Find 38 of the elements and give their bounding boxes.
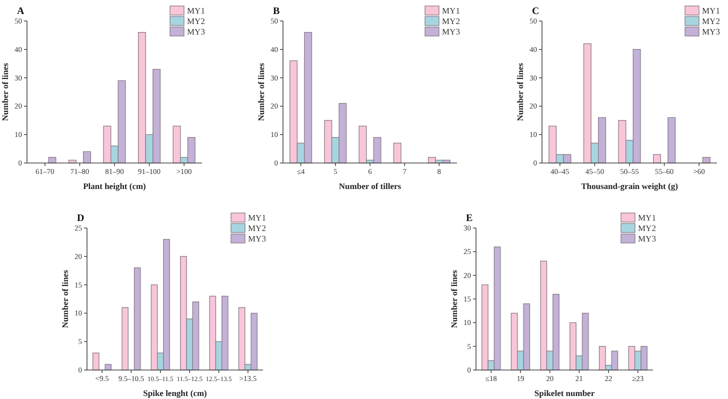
bar [134,267,141,370]
bar [652,154,661,164]
bar [393,142,402,164]
y-axis-title: Number of lines [60,269,70,328]
chart-title: B [273,6,280,17]
x-axis-title: Spikelet number [534,388,595,398]
legend-label: MY2 [248,223,266,233]
legend-label: MY3 [248,234,266,244]
legend-label: MY3 [442,26,460,36]
legend-label: MY2 [442,16,460,26]
legend-label: MY2 [702,16,720,26]
legend-label: MY1 [702,6,720,16]
x-axis-title: Thousand-grain weight (g) [581,181,678,191]
bar [668,117,676,164]
x-axis-title: Number of tillers [338,181,402,191]
y-axis-title: Number of lines [449,269,459,328]
y-axis-title: Number of lines [0,62,10,121]
bar [92,352,100,370]
bar [83,151,92,164]
y-axis-title: Number of lines [515,62,525,121]
legend-label: MY2 [638,223,656,233]
legend-label: MY1 [187,6,205,16]
legend-label: MY3 [638,234,656,244]
legend-label: MY1 [248,212,266,222]
legend-label: MY1 [442,6,460,16]
legend-label: MY3 [702,26,720,36]
x-axis-title: Plant height (cm) [83,181,146,191]
bar [122,307,129,370]
bar [104,364,112,370]
chart-title: C [532,6,540,17]
legend-label: MY2 [187,16,205,26]
y-axis-title: Number of lines [256,62,266,121]
chart-title: A [17,6,25,17]
chart-title: D [77,213,84,224]
x-axis-title: Spike lenght (cm) [143,388,208,398]
chart-title: E [466,213,473,224]
legend-label: MY3 [187,26,205,36]
legend-label: MY1 [638,212,656,222]
